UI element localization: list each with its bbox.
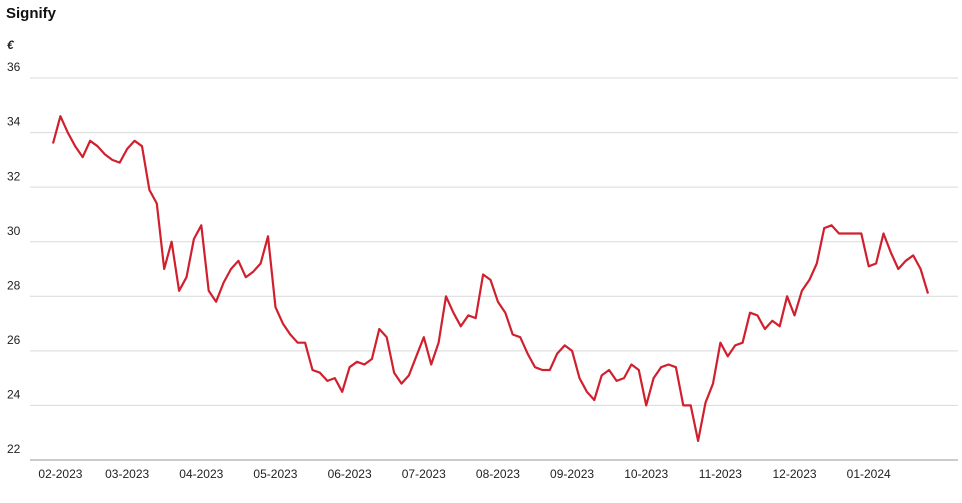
x-tick-label: 04-2023 xyxy=(179,467,223,481)
x-tick-label: 06-2023 xyxy=(328,467,372,481)
y-tick-label: 26 xyxy=(7,333,21,347)
x-tick-label: 11-2023 xyxy=(699,467,742,481)
x-tick-label: 02-2023 xyxy=(38,467,82,481)
y-tick-label: 32 xyxy=(7,169,21,183)
y-tick-label: 30 xyxy=(7,224,21,238)
y-tick-label: 36 xyxy=(7,60,21,74)
x-tick-label: 08-2023 xyxy=(476,467,520,481)
price-line xyxy=(51,115,930,442)
y-tick-label: 34 xyxy=(7,115,21,129)
chart-title: Signify xyxy=(6,5,57,22)
x-tick-label: 01-2024 xyxy=(847,467,891,481)
y-axis-label: € xyxy=(7,38,15,52)
y-tick-label: 28 xyxy=(7,278,21,292)
x-tick-label: 12-2023 xyxy=(773,467,817,481)
x-tick-label: 07-2023 xyxy=(402,467,446,481)
x-tick-label: 05-2023 xyxy=(253,467,297,481)
x-tick-label: 09-2023 xyxy=(550,467,594,481)
x-tick-label: 03-2023 xyxy=(105,467,149,481)
y-tick-label: 24 xyxy=(7,388,21,402)
x-tick-label: 10-2023 xyxy=(624,467,668,481)
y-tick-label: 22 xyxy=(7,442,21,456)
